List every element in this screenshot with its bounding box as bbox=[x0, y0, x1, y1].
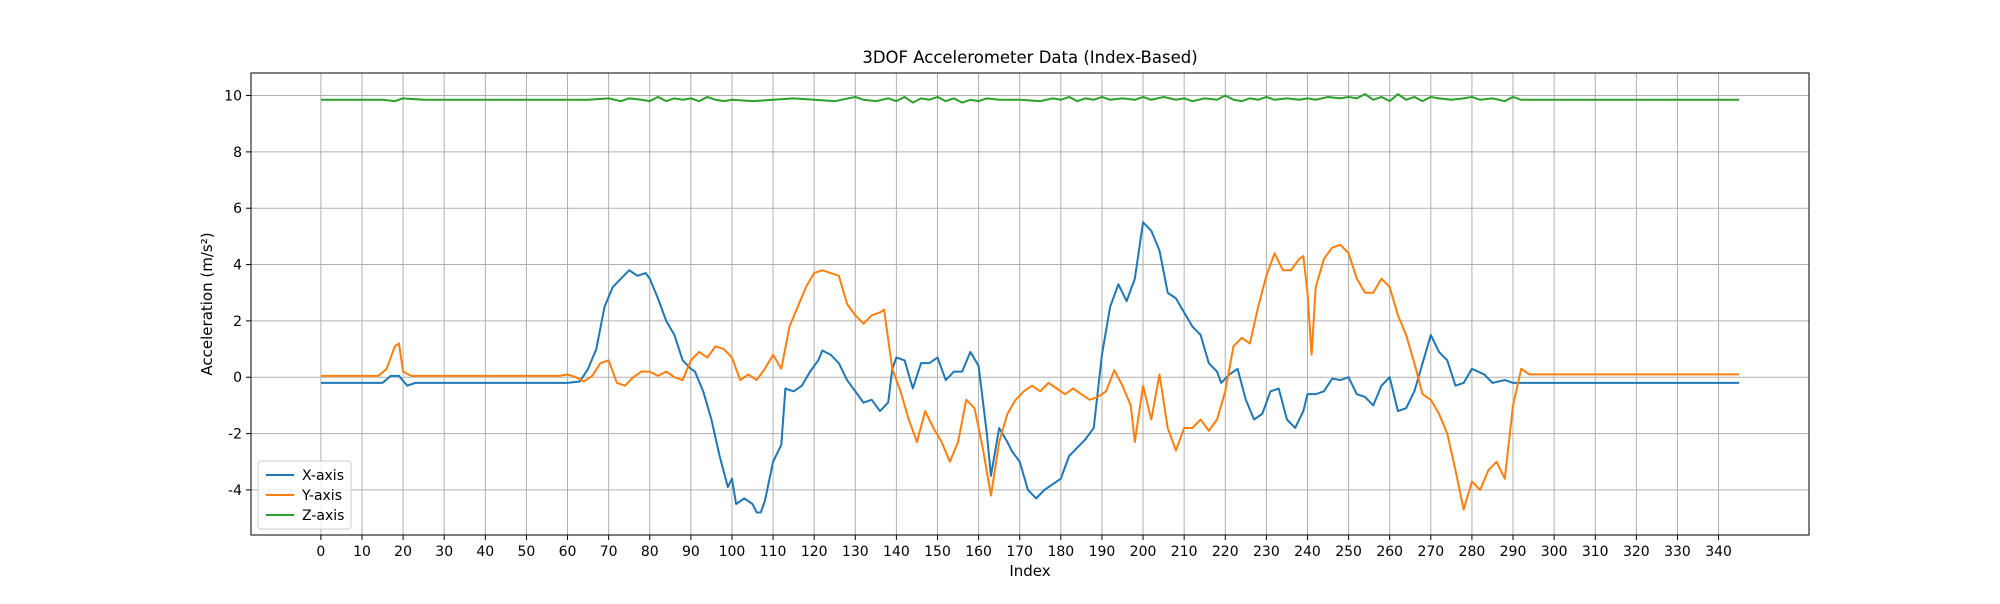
series-line-z-axis bbox=[320, 93, 1740, 104]
x-tick-label: 160 bbox=[965, 544, 992, 560]
chart-title: 3DOF Accelerometer Data (Index-Based) bbox=[862, 48, 1197, 67]
x-tick-label: 220 bbox=[1212, 544, 1239, 560]
legend: X-axis Y-axis Z-axis bbox=[257, 460, 352, 530]
y-tick-label: 0 bbox=[233, 370, 242, 386]
x-tick-label: 30 bbox=[435, 544, 453, 560]
x-tick-label: 80 bbox=[641, 544, 659, 560]
legend-entry-label: Y-axis bbox=[301, 488, 342, 504]
series-line-x-axis bbox=[320, 221, 1740, 514]
x-tick-label: 120 bbox=[801, 544, 828, 560]
x-tick-label: 300 bbox=[1541, 544, 1568, 560]
x-tick-label: 260 bbox=[1376, 544, 1403, 560]
y-tick-label: 2 bbox=[233, 314, 242, 330]
y-tick-label: -2 bbox=[228, 427, 242, 443]
x-tick-label: 230 bbox=[1253, 544, 1280, 560]
legend-entry-label: X-axis bbox=[302, 468, 344, 484]
legend-entry-label: Z-axis bbox=[302, 508, 344, 524]
x-axis-label: Index bbox=[1009, 562, 1050, 580]
x-axis-ticks: 0 10 20 30 40 50 60 70 80 90 100 110 120 130 140 150 160… bbox=[316, 535, 1732, 560]
x-tick-label: 310 bbox=[1582, 544, 1609, 560]
y-tick-label: 10 bbox=[224, 89, 242, 105]
x-tick-label: 170 bbox=[1006, 544, 1033, 560]
x-tick-label: 140 bbox=[883, 544, 910, 560]
x-tick-label: 130 bbox=[842, 544, 869, 560]
x-tick-label: 330 bbox=[1664, 544, 1691, 560]
x-tick-label: 200 bbox=[1130, 544, 1157, 560]
y-tick-label: 6 bbox=[233, 201, 242, 217]
x-tick-label: 280 bbox=[1459, 544, 1486, 560]
x-tick-label: 150 bbox=[924, 544, 951, 560]
x-tick-label: 20 bbox=[394, 544, 412, 560]
x-tick-label: 340 bbox=[1705, 544, 1732, 560]
x-tick-label: 190 bbox=[1089, 544, 1116, 560]
x-tick-label: 60 bbox=[559, 544, 577, 560]
series-lines bbox=[320, 93, 1740, 514]
x-tick-label: 240 bbox=[1294, 544, 1321, 560]
x-tick-label: 50 bbox=[518, 544, 536, 560]
x-tick-label: 40 bbox=[476, 544, 494, 560]
y-tick-label: -4 bbox=[228, 483, 242, 499]
x-tick-label: 210 bbox=[1171, 544, 1198, 560]
legend-box bbox=[257, 460, 352, 530]
plot-area-frame bbox=[250, 72, 1810, 536]
y-axis-ticks: -4 -2 0 2 4 6 8 10 bbox=[224, 89, 251, 499]
grid bbox=[251, 73, 1809, 535]
x-tick-label: 100 bbox=[719, 544, 746, 560]
y-tick-label: 4 bbox=[233, 258, 242, 274]
x-tick-label: 10 bbox=[353, 544, 371, 560]
series-line-y-axis bbox=[320, 243, 1740, 511]
y-tick-label: 8 bbox=[233, 145, 242, 161]
x-tick-label: 110 bbox=[760, 544, 787, 560]
y-axis-label: Acceleration (m/s²) bbox=[198, 232, 216, 375]
x-tick-label: 180 bbox=[1047, 544, 1074, 560]
x-tick-label: 320 bbox=[1623, 544, 1650, 560]
x-tick-label: 90 bbox=[682, 544, 700, 560]
x-tick-label: 290 bbox=[1500, 544, 1527, 560]
x-tick-label: 250 bbox=[1335, 544, 1362, 560]
x-tick-label: 0 bbox=[316, 544, 325, 560]
x-tick-label: 70 bbox=[600, 544, 618, 560]
x-tick-label: 270 bbox=[1417, 544, 1444, 560]
